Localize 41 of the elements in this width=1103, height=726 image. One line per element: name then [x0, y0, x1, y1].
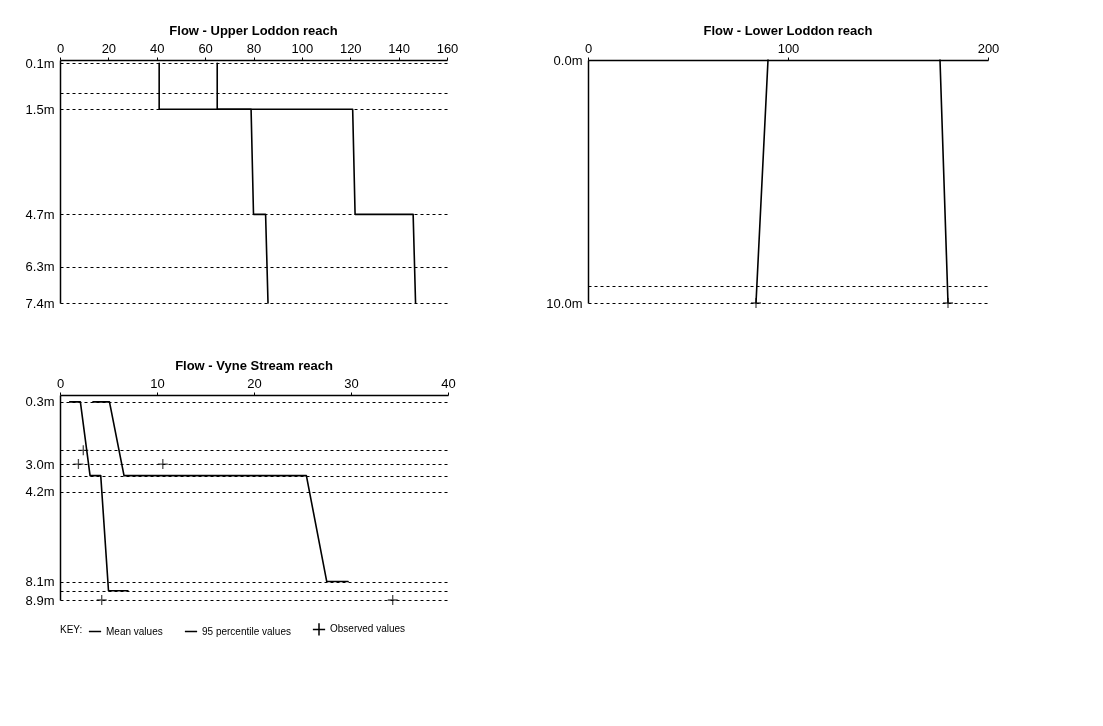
x-tick-label: 40 [441, 375, 456, 391]
y-tick-label: 0.0m [553, 52, 583, 68]
x-tick-label: 140 [388, 40, 410, 56]
x-tick-label: 20 [101, 40, 117, 56]
x-tick-label: 10 [150, 375, 165, 391]
point [96, 594, 108, 606]
y-tick-label: 4.2m [25, 484, 55, 500]
legend-label: Observed values [330, 623, 406, 635]
x-tick-label: 200 [977, 40, 1000, 56]
y-tick-label: 4.7m [25, 206, 55, 222]
legend-label: 95 percentile values [202, 625, 291, 637]
y-tick-label: 8.9m [25, 592, 55, 608]
chart-title: Flow - Upper Loddon reach [169, 23, 338, 38]
y-tick-label: 10.0m [546, 295, 583, 311]
chart-title: Flow - Vyne Stream reach [175, 358, 333, 373]
point [157, 458, 169, 470]
x-tick-label: 30 [344, 375, 359, 391]
x-tick-label: 160 [436, 40, 459, 56]
y-tick-label: 6.3m [25, 259, 55, 275]
x-tick-label: 60 [198, 40, 213, 56]
x-tick-label: 100 [777, 40, 800, 56]
point [387, 594, 399, 606]
point [77, 444, 89, 456]
legend-label: Mean values [106, 625, 163, 637]
x-tick-label: 0 [584, 40, 593, 56]
legend-title: KEY: [60, 624, 83, 635]
y-tick-label: 8.1m [25, 574, 55, 590]
y-tick-label: 0.1m [25, 55, 55, 71]
y-tick-label: 3.0m [25, 456, 55, 472]
x-tick-label: 0 [56, 375, 65, 391]
x-tick-label: 20 [247, 375, 262, 391]
point [72, 458, 85, 470]
x-tick-label: 100 [291, 40, 314, 56]
y-tick-label: 0.3m [25, 394, 55, 410]
x-tick-label: 0 [56, 40, 65, 56]
x-tick-label: 80 [246, 40, 262, 56]
y-tick-label: 7.4m [25, 295, 55, 311]
x-tick-label: 40 [150, 40, 165, 56]
y-tick-label: 1.5m [25, 101, 55, 117]
chart-title: Flow - Lower Loddon reach [703, 23, 873, 38]
x-tick-label: 120 [339, 40, 362, 56]
